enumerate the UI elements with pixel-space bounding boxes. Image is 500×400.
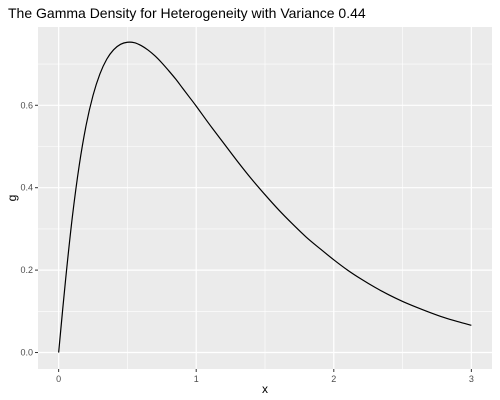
y-axis-label: g xyxy=(5,195,19,202)
x-tick-label-1: 1 xyxy=(194,374,199,384)
y-axis: 0.0 0.2 0.4 0.6 xyxy=(20,100,38,357)
chart-title: The Gamma Density for Heterogeneity with… xyxy=(8,5,366,21)
y-tick-label-1: 0.2 xyxy=(20,265,33,275)
x-tick-label-0: 0 xyxy=(56,374,61,384)
y-tick-label-3: 0.6 xyxy=(20,100,33,110)
x-tick-label-3: 3 xyxy=(469,374,474,384)
y-tick-label-0: 0.0 xyxy=(20,348,33,358)
x-axis-label: x xyxy=(262,382,268,396)
y-tick-label-2: 0.4 xyxy=(20,183,33,193)
x-tick-label-2: 2 xyxy=(331,374,336,384)
